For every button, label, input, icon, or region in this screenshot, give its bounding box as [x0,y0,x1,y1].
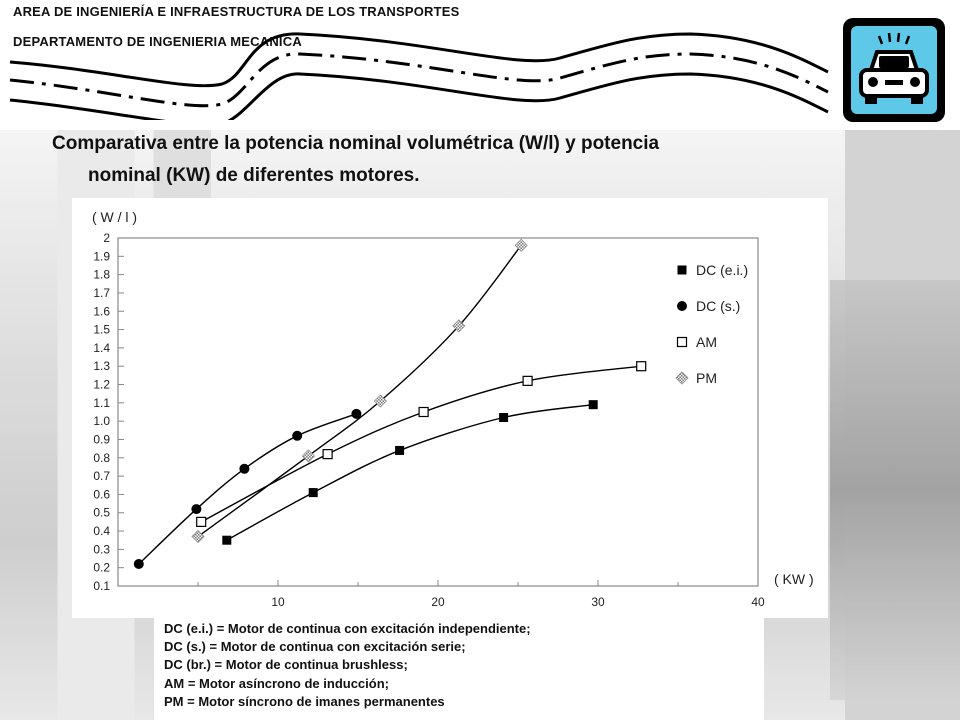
legend-label: AM [696,334,717,350]
legend-label: DC (e.i.) [696,262,748,278]
motor-abbreviation-legend: DC (e.i.) = Motor de continua con excita… [164,620,764,711]
data-point [292,430,303,441]
car-logo [843,18,945,122]
caption-line-pm: PM = Motor síncrono de imanes permanente… [164,693,445,709]
y-tick-label: 0.8 [93,451,110,465]
data-point [239,463,250,474]
legend-marker [675,371,689,385]
data-point [418,406,429,418]
y-tick-label: 0.6 [93,487,110,501]
y-tick-label: 0.9 [93,432,110,446]
data-point [196,516,207,527]
y-tick-label: 1.9 [93,249,110,263]
title-line-2: nominal (KW) de diferentes motores. [88,165,420,186]
legend-marker [676,336,688,348]
data-point [588,400,598,410]
y-tick-label: 1.6 [93,304,110,318]
y-axis-label: ( W / l ) [92,209,137,225]
y-tick-label: 2 [103,231,110,245]
data-point [514,238,528,252]
data-points [133,238,647,570]
data-point [373,394,387,408]
legend-marker [677,301,687,311]
data-point [133,559,144,570]
data-point [395,445,405,455]
power-density-chart: ( W / l ) ( KW ) 0.10.20.30.40.50.60.70.… [92,209,814,609]
y-axis: 0.1 0.2 0.3 0.4 0.5 0.6 0.7 0.8 0.9 1.0 1.1 1.2 1.3 1… [93,231,124,593]
data-point [301,449,315,463]
x-axis: 10 20 30 40 [197,580,765,609]
data-point [222,535,232,545]
org-department-label: DEPARTAMENTO DE INGENIERIA MECANICA [13,34,302,49]
y-tick-label: 0.4 [93,524,110,538]
data-point [452,319,466,333]
y-tick-label: 0.3 [93,542,110,556]
data-point [522,375,533,386]
y-tick-label: 1.5 [93,323,110,337]
x-tick-label: 10 [271,595,285,609]
y-tick-label: 0.5 [93,506,110,520]
data-point [499,412,509,422]
data-point [322,449,333,460]
y-tick-label: 1.1 [93,396,110,410]
legend-label: PM [696,370,717,386]
data-point [308,488,318,498]
plot-area-frame [117,237,759,587]
y-tick-label: 1.2 [93,378,110,392]
chart-panel: ( W / l ) ( KW ) 0.1 0.2 0.3 0.4 0.5 0.6 0.7 0.… [72,198,828,618]
road-decoration [9,32,829,120]
x-axis-label: ( KW ) [774,571,814,587]
car-icon [859,32,929,104]
data-point [351,408,362,419]
y-tick-label: 1.4 [93,341,110,355]
caption-line-am: AM = Motor asíncrono de inducción; [164,675,389,691]
data-point [191,529,205,544]
y-tick-label: 0.1 [93,579,110,593]
y-tick-label: 1.3 [93,359,110,373]
x-tick-label: 20 [431,595,445,609]
y-tick-label: 1.8 [93,268,110,282]
legend-marker [677,265,687,275]
data-point [191,504,202,515]
x-tick-label: 40 [751,595,765,609]
legend: DC (e.i.) DC (s.) AM PM [675,262,748,386]
org-area-label: AREA DE INGENIERÍA E INFRAESTRUCTURA DE … [13,4,460,19]
caption-line-dc-br: DC (br.) = Motor de continua brushless; [164,657,408,673]
caption-panel [154,616,764,720]
data-point [636,361,647,372]
caption-line-dc-ei: DC (e.i.) = Motor de continua con excita… [164,621,531,636]
y-tick-label: 1.7 [93,286,110,300]
caption-line-dc-s: DC (s.) = Motor de continua con excitaci… [164,639,466,655]
title-line-1: Comparativa entre la potencia nominal vo… [52,133,660,154]
legend-label: DC (s.) [696,298,740,314]
slide-title: Comparativa entre la potencia nominal vo… [52,128,832,192]
y-tick-label: 1.0 [93,414,110,428]
x-tick-label: 30 [591,595,605,609]
y-tick-label: 0.2 [93,561,110,575]
y-tick-label: 0.7 [93,469,110,483]
